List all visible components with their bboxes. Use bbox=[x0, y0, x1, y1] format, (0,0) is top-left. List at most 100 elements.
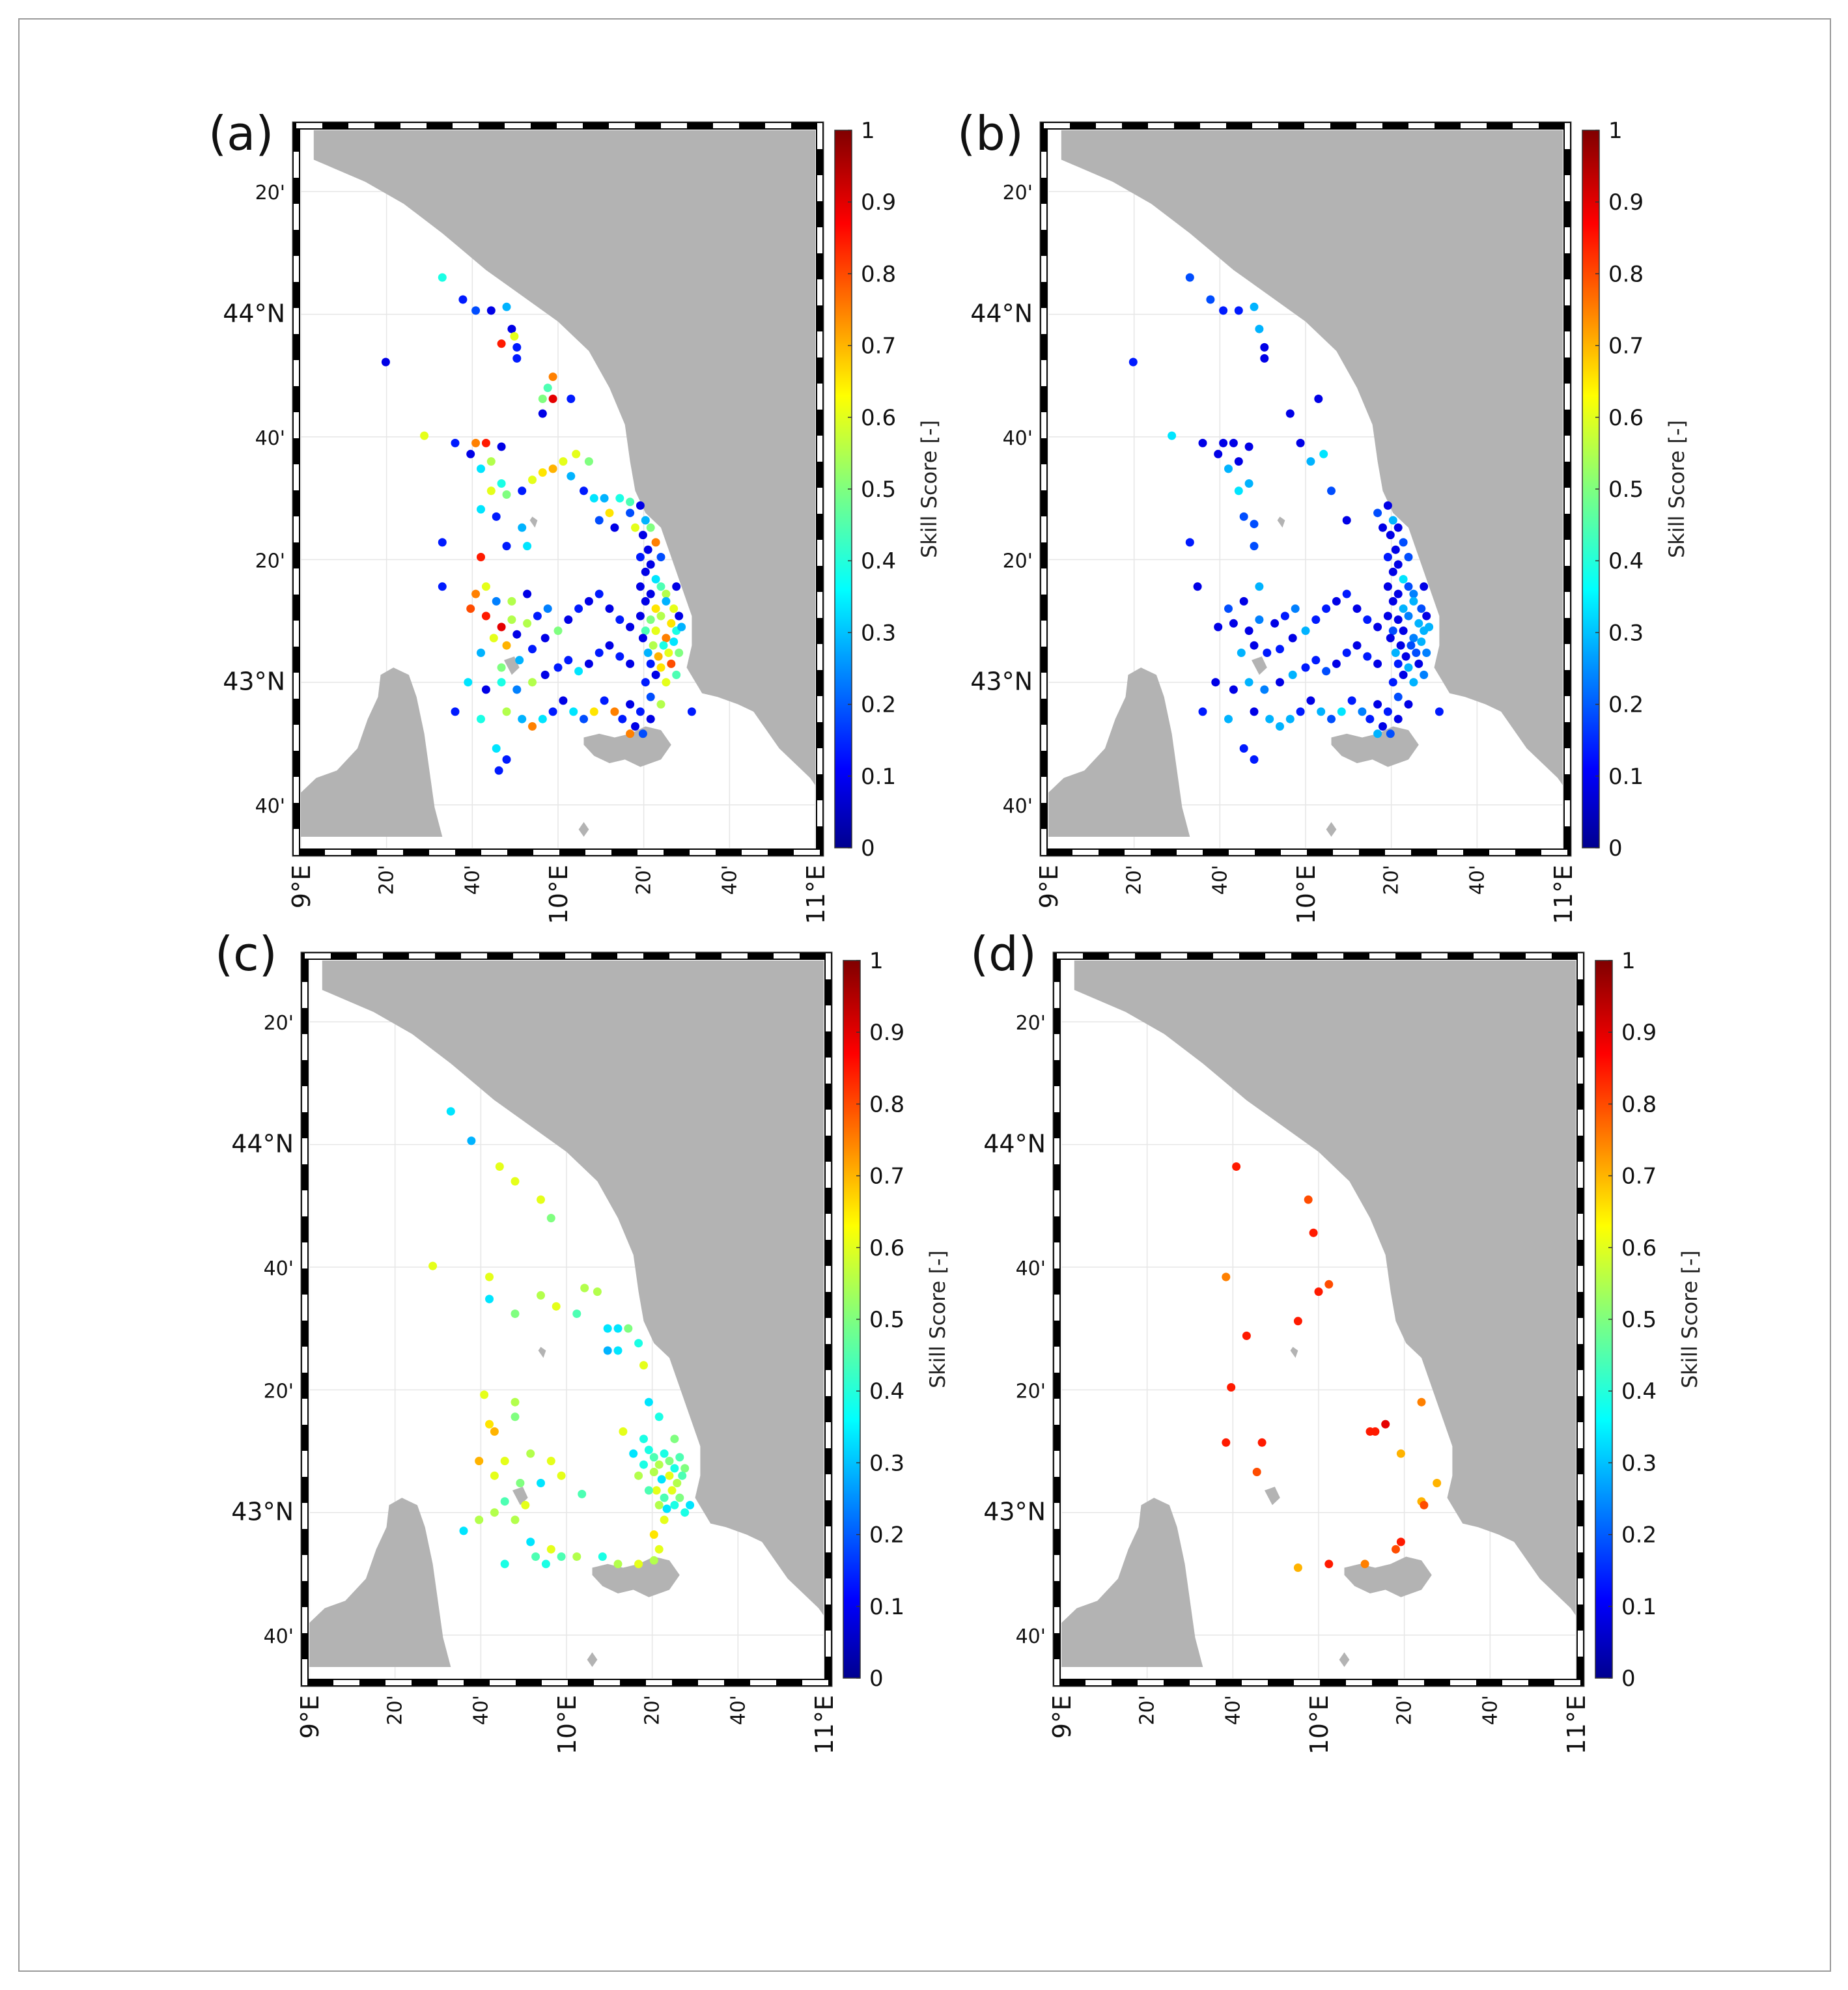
drifter-point bbox=[1407, 641, 1416, 650]
drifter-point bbox=[1260, 343, 1269, 352]
drifter-point bbox=[574, 667, 583, 676]
drifter-point bbox=[1250, 302, 1259, 311]
drifter-point bbox=[1381, 1420, 1390, 1429]
drifter-point bbox=[634, 1339, 643, 1348]
drifter-point bbox=[481, 438, 490, 447]
map-frame bbox=[292, 121, 824, 857]
drifter-point bbox=[669, 604, 679, 613]
drifter-point bbox=[1239, 596, 1248, 606]
drifter-point bbox=[1393, 589, 1403, 598]
drifter-point bbox=[569, 707, 578, 716]
drifter-point bbox=[595, 649, 604, 657]
drifter-point bbox=[654, 652, 663, 661]
drifter-point bbox=[537, 1291, 545, 1300]
drifter-point bbox=[654, 1412, 664, 1422]
drifter-point bbox=[1224, 714, 1233, 723]
panel-label: (c) bbox=[215, 927, 277, 981]
drifter-point bbox=[1409, 634, 1418, 643]
drifter-point bbox=[1332, 659, 1341, 668]
drifter-point bbox=[662, 596, 671, 606]
drifter-point bbox=[675, 1453, 684, 1462]
drifter-point bbox=[567, 471, 576, 481]
drifter-point bbox=[672, 582, 681, 591]
drifter-point bbox=[618, 714, 627, 723]
colorbar-tick-label: 0.5 bbox=[861, 477, 896, 503]
drifter-point bbox=[680, 1508, 690, 1517]
colorbar-tick-label: 0.7 bbox=[1621, 1164, 1657, 1190]
drifter-point bbox=[1399, 626, 1408, 636]
drifter-point bbox=[595, 589, 604, 598]
drifter-point bbox=[646, 615, 655, 624]
drifter-point bbox=[641, 516, 650, 525]
drifter-point bbox=[641, 626, 650, 636]
drifter-point bbox=[1224, 464, 1233, 473]
drifter-point bbox=[567, 395, 576, 403]
drifter-point bbox=[381, 357, 390, 367]
drifter-point bbox=[1393, 714, 1403, 723]
drifter-point bbox=[1420, 582, 1429, 591]
drifter-point bbox=[1409, 589, 1418, 598]
lat-tick-label: 20' bbox=[1003, 550, 1033, 572]
land-corsica bbox=[1061, 1498, 1203, 1667]
lon-tick-label: 40' bbox=[469, 1695, 492, 1725]
drifter-point bbox=[649, 641, 658, 650]
drifter-point bbox=[670, 1435, 679, 1444]
drifter-point bbox=[451, 707, 460, 716]
drifter-point bbox=[1386, 634, 1395, 643]
drifter-point bbox=[1391, 649, 1400, 657]
drifter-point bbox=[507, 596, 516, 606]
land-gorgona bbox=[1277, 516, 1285, 528]
drifter-point bbox=[538, 714, 547, 723]
drifter-point bbox=[538, 468, 547, 477]
drifter-point bbox=[1309, 1228, 1318, 1237]
drifter-point bbox=[516, 1479, 525, 1487]
drifter-point bbox=[507, 324, 516, 333]
colorbar-tick-label: 1 bbox=[1621, 948, 1636, 974]
drifter-point bbox=[1229, 685, 1238, 694]
lat-tick-label: 20' bbox=[1003, 182, 1033, 204]
drifter-point bbox=[1306, 696, 1315, 705]
drifter-point bbox=[1363, 615, 1372, 624]
drifter-point bbox=[1276, 645, 1284, 654]
drifter-point bbox=[1296, 438, 1305, 447]
drifter-point bbox=[500, 1457, 509, 1466]
colorbar-tick-label: 0.2 bbox=[869, 1522, 904, 1549]
drifter-point bbox=[1276, 678, 1284, 687]
drifter-point bbox=[643, 545, 652, 554]
colorbar-label: Skill Score [-] bbox=[925, 1250, 950, 1388]
lat-tick-label: 20' bbox=[264, 1380, 294, 1403]
colorbar-tick-label: 0.2 bbox=[861, 692, 896, 718]
drifter-point bbox=[1386, 531, 1395, 540]
drifter-point bbox=[438, 273, 447, 282]
drifter-point bbox=[1185, 538, 1194, 547]
drifter-point bbox=[1234, 306, 1243, 315]
drifter-point bbox=[1393, 615, 1403, 624]
drifter-point bbox=[1363, 652, 1372, 661]
drifter-point bbox=[1327, 486, 1336, 496]
lat-tick-label: 43°N bbox=[970, 667, 1033, 696]
colorbar-tick-label: 0.4 bbox=[869, 1379, 904, 1405]
drifter-point bbox=[1250, 755, 1259, 764]
colorbar-tick-label: 0.9 bbox=[869, 1020, 904, 1046]
drifter-point bbox=[548, 707, 557, 716]
drifter-point bbox=[1214, 449, 1223, 458]
drifter-point bbox=[1383, 553, 1392, 561]
drifter-point bbox=[559, 457, 568, 466]
drifter-point bbox=[490, 1427, 499, 1436]
drifter-point bbox=[1342, 516, 1351, 525]
drifter-point bbox=[518, 523, 527, 532]
colorbar-tick-label: 0.5 bbox=[1621, 1307, 1657, 1333]
land-gorgona bbox=[538, 1347, 546, 1358]
drifter-point bbox=[636, 582, 645, 591]
lon-tick-label: 40' bbox=[461, 865, 484, 895]
drifter-point bbox=[662, 1504, 671, 1513]
drifter-point bbox=[511, 1177, 520, 1186]
drifter-point bbox=[1433, 1479, 1442, 1487]
drifter-point bbox=[548, 464, 557, 473]
drifter-point bbox=[572, 1310, 581, 1318]
drifter-point bbox=[475, 1515, 484, 1524]
drifter-point bbox=[1417, 604, 1426, 613]
drifter-point bbox=[526, 1537, 535, 1547]
drifter-point bbox=[471, 438, 481, 447]
lon-tick-label: 40' bbox=[718, 865, 741, 895]
